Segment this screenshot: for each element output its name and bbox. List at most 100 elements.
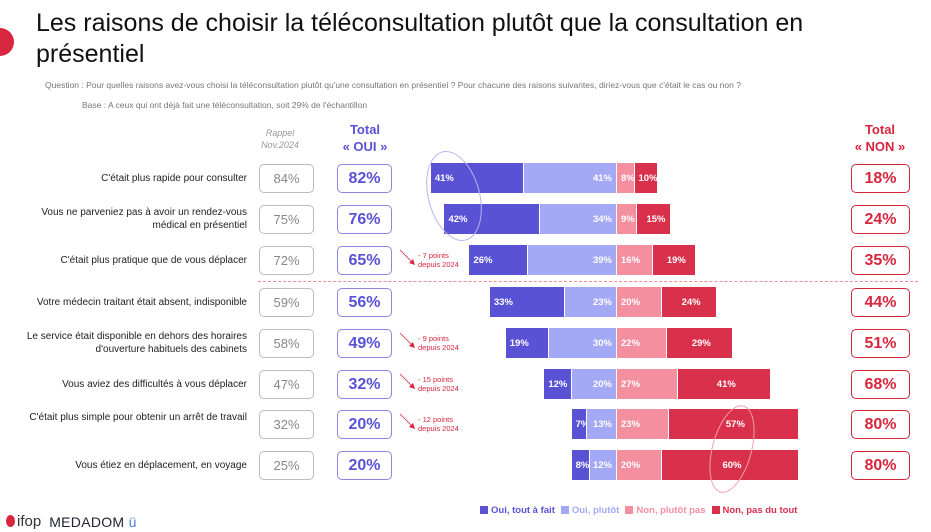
segment-oui-tout: 7% bbox=[571, 409, 589, 439]
rappel-value: 84% bbox=[259, 164, 314, 193]
segment-non-plutot: 16% bbox=[617, 245, 654, 275]
ifop-logo-text: ifop bbox=[17, 513, 42, 530]
total-non-value: 68% bbox=[851, 370, 910, 399]
legend-item-oui-plutot: Oui, plutôt bbox=[560, 505, 620, 516]
ifop-logo: ifop bbox=[6, 513, 41, 530]
note-line2: depuis 2024 bbox=[418, 384, 459, 393]
segment-non-pas: 10% bbox=[635, 163, 658, 193]
total-oui-value: 49% bbox=[337, 329, 392, 358]
total-non-value: 35% bbox=[851, 246, 910, 275]
change-note: - 9 points depuis 2024 bbox=[418, 334, 459, 352]
legend-item-non-plutot: Non, plutôt pas bbox=[625, 505, 706, 516]
segment-oui-tout: 26% bbox=[469, 245, 529, 275]
rappel-value: 32% bbox=[259, 410, 314, 439]
total-non-value: 51% bbox=[851, 329, 910, 358]
segment-oui-tout: 19% bbox=[505, 328, 549, 358]
rappel-header-line1: Rappel bbox=[265, 128, 295, 138]
change-note: - 12 points depuis 2024 bbox=[418, 415, 459, 433]
note-line1: - 7 points bbox=[418, 251, 449, 260]
segment-non-pas: 57% bbox=[669, 409, 799, 439]
row-label: Votre médecin traitant était absent, ind… bbox=[36, 296, 247, 308]
segment-oui-tout: 8% bbox=[571, 450, 590, 480]
segment-non-plutot: 23% bbox=[617, 409, 670, 439]
down-arrow-icon bbox=[399, 332, 415, 348]
question-text: Question : Pour quelles raisons avez-vou… bbox=[45, 80, 741, 90]
segment-oui-tout: 33% bbox=[489, 287, 565, 317]
segment-oui-plutot: 20% bbox=[571, 369, 617, 399]
legend-label: Oui, tout à fait bbox=[491, 505, 555, 516]
note-line1: - 15 points bbox=[418, 375, 454, 384]
rappel-header: Rappel Nov.2024 bbox=[250, 127, 310, 151]
total-oui-value: 20% bbox=[337, 410, 392, 439]
row-label: Vous ne parveniez pas à avoir un rendez-… bbox=[41, 207, 247, 231]
legend-label: Oui, plutôt bbox=[571, 505, 620, 516]
total-oui-value: 65% bbox=[337, 246, 392, 275]
note-line1: - 9 points bbox=[418, 334, 449, 343]
segment-non-plutot: 8% bbox=[617, 163, 636, 193]
row-label: Vous étiez en déplacement, en voyage bbox=[75, 459, 247, 471]
medadom-logo: MEDADOM ü bbox=[49, 513, 137, 530]
segment-oui-tout: 41% bbox=[430, 163, 524, 193]
total-oui-header: Total « OUI » bbox=[335, 121, 395, 155]
segment-oui-plutot: 23% bbox=[564, 287, 617, 317]
down-arrow-icon bbox=[399, 373, 415, 389]
base-text: Base : A ceux qui ont déjà fait une télé… bbox=[82, 100, 368, 110]
segment-non-pas: 60% bbox=[662, 450, 799, 480]
total-oui-value: 20% bbox=[337, 451, 392, 480]
row-label: Le service était disponible en dehors de… bbox=[26, 331, 247, 355]
total-oui-header-line1: Total bbox=[349, 122, 381, 137]
total-oui-value: 32% bbox=[337, 370, 392, 399]
note-line1: - 12 points bbox=[418, 415, 454, 424]
change-note: - 7 points depuis 2024 bbox=[418, 251, 459, 269]
total-non-value: 24% bbox=[851, 205, 910, 234]
segment-non-pas: 29% bbox=[666, 328, 733, 358]
segment-oui-plutot: 12% bbox=[589, 450, 617, 480]
down-arrow-icon bbox=[399, 249, 415, 265]
segment-oui-plutot: 41% bbox=[523, 163, 617, 193]
rappel-value: 75% bbox=[259, 205, 314, 234]
row-label: C'était plus simple pour obtenir un arrê… bbox=[29, 412, 247, 423]
total-non-value: 80% bbox=[851, 451, 910, 480]
segment-oui-plutot: 30% bbox=[548, 328, 617, 358]
note-line2: depuis 2024 bbox=[418, 424, 459, 433]
segment-non-plutot: 27% bbox=[617, 369, 679, 399]
slide-accent-tab bbox=[0, 28, 14, 56]
total-non-value: 18% bbox=[851, 164, 910, 193]
rappel-value: 58% bbox=[259, 329, 314, 358]
medadom-logo-text: MEDADOM bbox=[49, 513, 125, 530]
total-non-header-line2: « NON » bbox=[854, 139, 906, 154]
row-label: C'était plus rapide pour consulter bbox=[101, 172, 247, 184]
rappel-value: 72% bbox=[259, 246, 314, 275]
row-label: C'était plus pratique que de vous déplac… bbox=[60, 254, 247, 266]
total-oui-header-line2: « OUI » bbox=[342, 139, 388, 154]
rappel-header-line2: Nov.2024 bbox=[261, 140, 299, 150]
page-title: Les raisons de choisir la téléconsultati… bbox=[36, 9, 804, 68]
segment-non-pas: 19% bbox=[653, 245, 697, 275]
segment-non-pas: 41% bbox=[678, 369, 772, 399]
legend-item-non-pas: Non, pas du tout bbox=[711, 505, 798, 516]
note-line2: depuis 2024 bbox=[418, 260, 459, 269]
total-oui-value: 56% bbox=[337, 288, 392, 317]
total-oui-value: 82% bbox=[337, 164, 392, 193]
segment-non-pas: 24% bbox=[662, 287, 717, 317]
rappel-value: 59% bbox=[259, 288, 314, 317]
segment-oui-plutot: 13% bbox=[587, 409, 617, 439]
segment-oui-plutot: 39% bbox=[528, 245, 617, 275]
change-note: - 15 points depuis 2024 bbox=[418, 375, 459, 393]
total-non-header-line1: Total bbox=[864, 122, 896, 137]
note-line2: depuis 2024 bbox=[418, 343, 459, 352]
rappel-value: 47% bbox=[259, 370, 314, 399]
segment-oui-plutot: 34% bbox=[539, 204, 617, 234]
group-separator bbox=[258, 281, 918, 282]
legend-label: Non, pas du tout bbox=[722, 505, 798, 516]
total-non-header: Total « NON » bbox=[850, 121, 910, 155]
total-non-value: 44% bbox=[851, 288, 910, 317]
legend-label: Non, plutôt pas bbox=[636, 505, 706, 516]
segment-non-plutot: 9% bbox=[617, 204, 638, 234]
segment-non-plutot: 22% bbox=[617, 328, 667, 358]
legend-item-oui-tout: Oui, tout à fait bbox=[480, 505, 555, 516]
segment-non-plutot: 20% bbox=[617, 287, 663, 317]
logos: ifop MEDADOM ü bbox=[6, 513, 137, 530]
segment-non-plutot: 20% bbox=[617, 450, 663, 480]
segment-oui-tout: 12% bbox=[544, 369, 572, 399]
